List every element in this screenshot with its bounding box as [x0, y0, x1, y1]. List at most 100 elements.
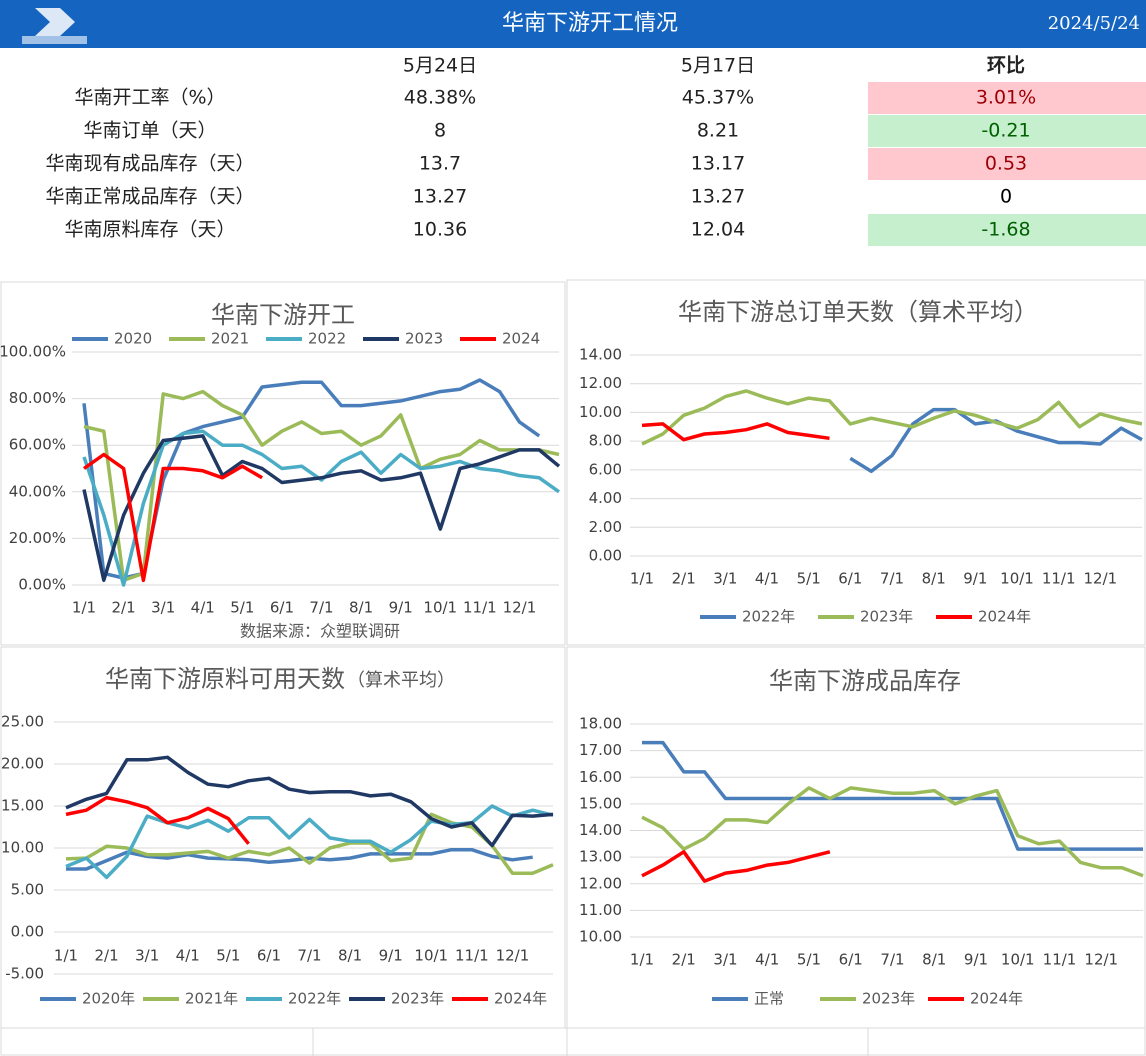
y-tick-label: 14.00	[579, 346, 622, 364]
row-label: 华南原料库存（天）	[64, 219, 235, 241]
y-tick-label: 20.00%	[9, 529, 66, 547]
legend-label: 2022年	[742, 608, 795, 626]
x-tick-label: 12/1	[1084, 951, 1118, 969]
source-note: 数据来源：众塑联调研	[240, 622, 400, 641]
row-label: 华南现有成品库存（天）	[45, 153, 254, 175]
y-tick-label: 17.00	[579, 741, 622, 759]
legend-label: 2022年	[288, 990, 341, 1008]
x-tick-label: 4/1	[191, 599, 215, 617]
x-tick-label: 1/1	[72, 599, 96, 617]
cell: 13.27	[691, 186, 745, 208]
series-line	[65, 755, 554, 848]
cell: 0.53	[985, 153, 1027, 175]
series-line	[65, 804, 554, 880]
y-tick-label: 5.00	[11, 881, 44, 899]
x-tick-label: 2/1	[95, 947, 119, 965]
x-tick-label: 9/1	[379, 947, 403, 965]
column-header: 环比	[987, 55, 1025, 77]
cell: 8.21	[697, 120, 739, 142]
y-tick-label: 15.00	[1, 797, 44, 815]
series-line	[82, 434, 561, 583]
legend-label: 2023年	[862, 990, 915, 1008]
legend-label: 2021年	[185, 990, 238, 1008]
x-tick-label: 7/1	[880, 570, 904, 588]
series-line	[65, 795, 250, 845]
y-tick-label: 15.00	[579, 794, 622, 812]
y-tick-label: 80.00%	[9, 389, 66, 407]
y-tick-label: 0.00	[589, 547, 622, 565]
x-tick-label: 7/1	[297, 947, 321, 965]
change-cell-bg	[868, 214, 1146, 246]
cell: 3.01%	[976, 87, 1036, 109]
legend-label: 2024	[502, 330, 540, 348]
x-tick-label: 11/1	[1042, 570, 1076, 588]
panel-borders	[0, 279, 1146, 1056]
x-tick-label: 12/1	[503, 599, 537, 617]
y-tick-label: 100.00%	[0, 343, 66, 361]
x-tick-label: 8/1	[922, 570, 946, 588]
cell: 13.7	[419, 153, 461, 175]
legend-label: 2024年	[494, 990, 547, 1008]
x-tick-label: 4/1	[755, 570, 779, 588]
x-tick-label: 7/1	[309, 599, 333, 617]
x-tick-label: 2/1	[672, 570, 696, 588]
x-tick-label: 1/1	[630, 951, 654, 969]
legend-label: 2024年	[970, 990, 1023, 1008]
y-tick-label: 10.00	[1, 839, 44, 857]
header-title: 华南下游开工情况	[502, 11, 678, 36]
x-tick-label: 1/1	[630, 570, 654, 588]
series-line	[641, 422, 830, 442]
y-tick-label: 10.00	[579, 403, 622, 421]
y-tick-label: 25.00	[1, 713, 44, 731]
y-tick-label: 18.00	[579, 715, 622, 733]
cell: 13.17	[691, 153, 745, 175]
chart-title: 华南下游成品库存	[769, 667, 961, 695]
x-tick-label: 11/1	[1043, 951, 1077, 969]
legend-label: 正常	[754, 990, 784, 1008]
x-tick-label: 7/1	[880, 951, 904, 969]
y-tick-label: 14.00	[579, 821, 622, 839]
x-tick-label: 3/1	[135, 947, 159, 965]
x-tick-label: 4/1	[176, 947, 200, 965]
series-line	[641, 389, 1143, 446]
cell: 48.38%	[404, 87, 476, 109]
cell: 13.27	[413, 186, 467, 208]
cell: 0	[1000, 186, 1012, 208]
x-tick-label: 6/1	[270, 599, 294, 617]
x-tick-label: 11/1	[463, 599, 497, 617]
legend-label: 2020	[114, 330, 152, 348]
change-cell-bg	[868, 148, 1146, 180]
chart-title: 华南下游原料可用天数	[105, 665, 345, 693]
row-label: 华南订单（天）	[83, 120, 216, 142]
x-tick-label: 4/1	[755, 951, 779, 969]
x-tick-label: 1/1	[54, 947, 78, 965]
x-tick-label: 11/1	[455, 947, 489, 965]
y-tick-label: 12.00	[579, 874, 622, 892]
header-bar	[0, 0, 1146, 48]
y-tick-label: 13.00	[579, 848, 622, 866]
legend-label: 2021	[211, 330, 249, 348]
x-tick-label: 3/1	[713, 570, 737, 588]
x-tick-label: 5/1	[230, 599, 254, 617]
y-tick-label: 12.00	[579, 374, 622, 392]
y-tick-label: 40.00%	[9, 482, 66, 500]
legend-label: 2020年	[82, 990, 135, 1008]
x-tick-label: 6/1	[839, 951, 863, 969]
legend-label: 2023年	[391, 990, 444, 1008]
x-tick-label: 9/1	[389, 599, 413, 617]
cell: 45.37%	[682, 87, 754, 109]
x-tick-label: 8/1	[349, 599, 373, 617]
change-cell-bg	[868, 115, 1146, 147]
y-tick-label: 4.00	[589, 489, 622, 507]
cell: 10.36	[413, 219, 467, 241]
series-line	[641, 786, 1144, 878]
x-tick-label: 8/1	[922, 951, 946, 969]
change-cell-bg	[868, 82, 1146, 114]
legend-label: 2023	[405, 330, 443, 348]
x-tick-label: 3/1	[151, 599, 175, 617]
x-tick-label: 6/1	[257, 947, 281, 965]
chart: 华南下游成品库存 10.00 11.00 12.00 13.00 14.00 15.00 16…	[579, 667, 1144, 1008]
